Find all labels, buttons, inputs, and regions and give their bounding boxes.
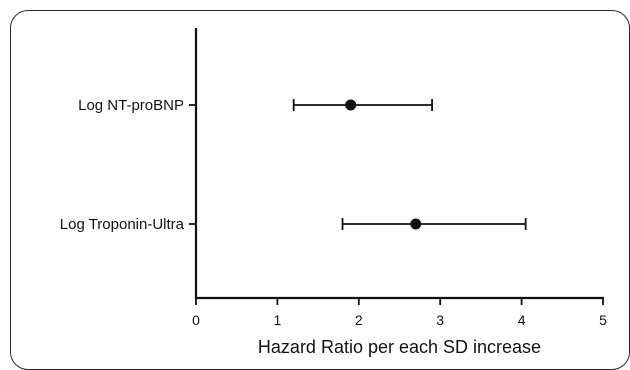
axes xyxy=(194,28,604,300)
x-tick-label-3: 3 xyxy=(436,312,444,328)
category-label-1: Log Troponin-Ultra xyxy=(60,216,185,233)
point-estimate-1 xyxy=(410,218,422,230)
figure-frame xyxy=(10,10,630,370)
forest-plot: 0 1 2 3 4 5 Log NT-proBNP Log Troponin-Ultra H… xyxy=(60,28,607,357)
category-label-0: Log NT-proBNP xyxy=(78,97,184,114)
x-tick-label-4: 4 xyxy=(518,312,526,328)
x-tick-label-5: 5 xyxy=(599,312,607,328)
data-marks xyxy=(292,99,527,230)
point-estimate-0 xyxy=(345,99,357,111)
x-tick-label-1: 1 xyxy=(274,312,282,328)
x-ticks: 0 1 2 3 4 5 xyxy=(192,298,607,328)
category-labels: Log NT-proBNP Log Troponin-Ultra xyxy=(60,97,196,233)
x-axis-title: Hazard Ratio per each SD increase xyxy=(258,337,541,357)
x-tick-label-2: 2 xyxy=(355,312,363,328)
x-tick-label-0: 0 xyxy=(192,312,200,328)
